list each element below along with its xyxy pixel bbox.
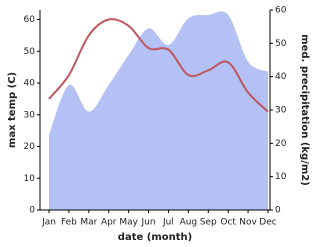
y2-axis-label: med. precipitation (kg/m2) bbox=[299, 34, 310, 186]
y-tick-label: 10 bbox=[24, 174, 36, 184]
y2-tick-label: 60 bbox=[275, 6, 287, 16]
x-tick-label: Jul bbox=[162, 218, 174, 228]
y-tick-label: 0 bbox=[29, 206, 35, 216]
y2-tick-label: 30 bbox=[275, 106, 287, 116]
y-tick-label: 30 bbox=[24, 110, 36, 120]
y2-tick-label: 0 bbox=[275, 206, 281, 216]
y-tick-label: 50 bbox=[24, 47, 36, 57]
x-tick-label: Jun bbox=[141, 218, 156, 228]
x-tick-label: Feb bbox=[61, 218, 77, 228]
y2-tick-label: 20 bbox=[275, 139, 287, 149]
x-axis-label: date (month) bbox=[118, 232, 192, 243]
y2-tick-label: 50 bbox=[275, 39, 287, 49]
y-tick-label: 40 bbox=[24, 79, 36, 89]
y-tick-label: 60 bbox=[24, 15, 36, 25]
x-tick-label: Aug bbox=[180, 218, 198, 228]
x-tick-label: Oct bbox=[220, 218, 236, 228]
y2-tick-label: 10 bbox=[275, 172, 287, 182]
x-tick-label: May bbox=[119, 218, 138, 228]
x-tick-label: Nov bbox=[239, 218, 257, 228]
x-tick-label: Sep bbox=[200, 218, 217, 228]
x-tick-label: Apr bbox=[101, 218, 117, 228]
temp-line bbox=[48, 18, 269, 113]
x-tick-label: Mar bbox=[80, 218, 97, 228]
y2-tick-label: 40 bbox=[275, 72, 287, 82]
precip-area bbox=[49, 11, 268, 210]
y-tick-label: 20 bbox=[24, 142, 36, 152]
y-axis-label: max temp (C) bbox=[7, 72, 18, 148]
x-tick-label: Jan bbox=[41, 218, 56, 228]
x-tick-label: Dec bbox=[259, 218, 276, 228]
